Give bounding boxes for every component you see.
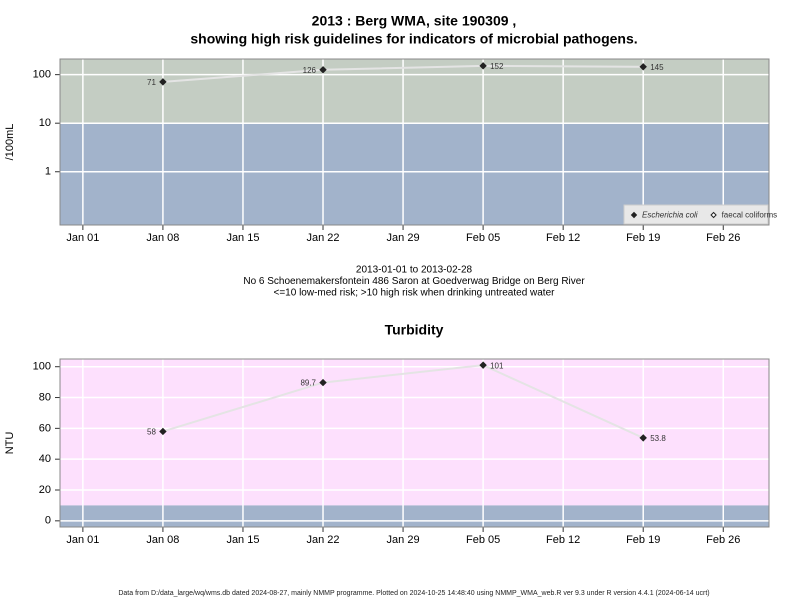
x-tick-label: Jan 01 bbox=[66, 232, 99, 244]
high-risk-band bbox=[60, 359, 769, 506]
x-tick-label: Feb 12 bbox=[546, 534, 580, 546]
data-label: 152 bbox=[490, 62, 504, 71]
x-tick-label: Feb 19 bbox=[626, 534, 660, 546]
y-tick-label: 40 bbox=[39, 453, 51, 465]
y-tick-label: 1 bbox=[45, 166, 51, 178]
y-tick-label: 0 bbox=[45, 515, 51, 527]
legend-marker bbox=[630, 211, 638, 219]
y-tick-label: 100 bbox=[33, 69, 51, 81]
data-point bbox=[159, 427, 167, 436]
y-axis-label: /100mL bbox=[4, 124, 16, 161]
data-point bbox=[639, 434, 647, 442]
x-tick-label: Jan 29 bbox=[387, 232, 420, 244]
data-point bbox=[479, 62, 487, 70]
x-tick-label: Feb 12 bbox=[546, 232, 580, 244]
data-point bbox=[479, 361, 487, 369]
x-tick-label: Jan 22 bbox=[307, 232, 340, 244]
x-tick-label: Jan 29 bbox=[387, 534, 420, 546]
data-label: 89.7 bbox=[300, 379, 316, 388]
y-tick-label: 20 bbox=[39, 484, 51, 496]
note: <=10 low-med risk; >10 high risk when dr… bbox=[274, 288, 556, 299]
y-axis-label: NTU bbox=[4, 432, 16, 455]
note: No 6 Schoenemakersfontein 486 Saron at G… bbox=[243, 276, 585, 287]
data-point bbox=[159, 78, 167, 86]
x-tick-label: Jan 15 bbox=[226, 534, 259, 546]
x-tick-label: Jan 15 bbox=[226, 232, 259, 244]
data-label: 126 bbox=[303, 66, 317, 75]
x-tick-label: Feb 26 bbox=[706, 534, 740, 546]
data-label: 101 bbox=[490, 361, 504, 370]
y-tick-label: 100 bbox=[33, 361, 51, 373]
legend-box bbox=[623, 204, 769, 225]
note: 2013-01-01 to 2013-02-28 bbox=[356, 265, 473, 276]
series-line bbox=[162, 364, 644, 439]
x-tick-label: Jan 08 bbox=[146, 534, 179, 546]
y-tick-label: 80 bbox=[39, 391, 51, 403]
data-label: 71 bbox=[147, 78, 156, 87]
plot-frame bbox=[59, 358, 770, 528]
x-tick-label: Feb 05 bbox=[466, 232, 500, 244]
legend-label: faecal coliforms bbox=[722, 211, 778, 220]
footer: Data from D:/data_large/wq/wms.db dated … bbox=[118, 590, 709, 597]
x-tick-label: Feb 19 bbox=[626, 232, 660, 244]
low-risk-band bbox=[60, 505, 769, 527]
data-point bbox=[639, 63, 647, 71]
x-tick-label: Jan 01 bbox=[66, 534, 99, 546]
data-point bbox=[319, 378, 327, 387]
y-tick-label: 10 bbox=[39, 117, 51, 129]
plot-frame bbox=[59, 58, 770, 226]
data-label: 58 bbox=[147, 428, 156, 437]
chart-title: 2013 : Berg WMA, site 190309 , bbox=[312, 13, 517, 29]
high-risk-band bbox=[60, 59, 769, 124]
x-tick-label: Jan 22 bbox=[307, 534, 340, 546]
legend-marker bbox=[710, 211, 717, 219]
series-line bbox=[162, 64, 644, 83]
x-tick-label: Jan 08 bbox=[146, 232, 179, 244]
data-label: 145 bbox=[650, 63, 664, 72]
x-tick-label: Feb 05 bbox=[466, 534, 500, 546]
chart-title: showing high risk guidelines for indicat… bbox=[190, 31, 637, 47]
data-label: 53.8 bbox=[650, 434, 666, 443]
chart-title: Turbidity bbox=[385, 322, 444, 338]
legend-label: Escherichia coli bbox=[642, 211, 698, 220]
data-point bbox=[319, 66, 327, 74]
y-tick-label: 60 bbox=[39, 422, 51, 434]
x-tick-label: Feb 26 bbox=[706, 232, 740, 244]
